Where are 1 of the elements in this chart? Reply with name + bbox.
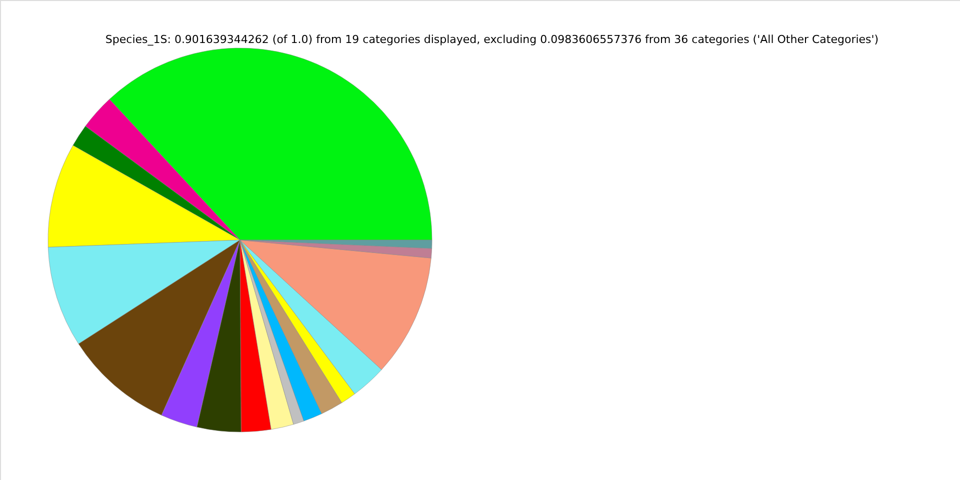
text: Species_1S: 0.901639344262 (of 1.0) from 19 categories displayed, excluding 0.0983606557376 from 36 categories ('All Other Categories') (105, 33, 879, 46)
